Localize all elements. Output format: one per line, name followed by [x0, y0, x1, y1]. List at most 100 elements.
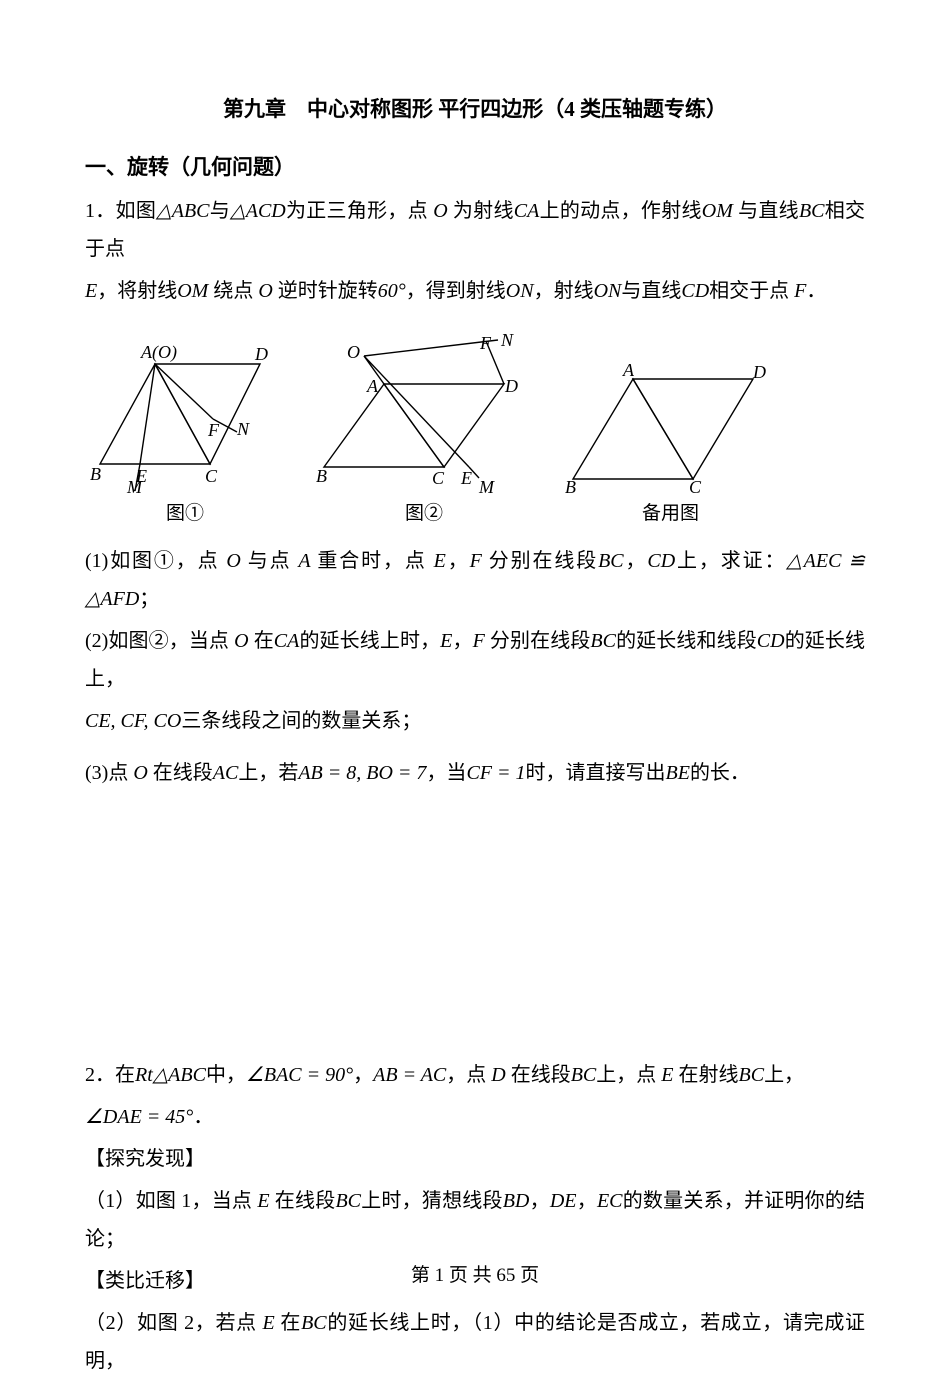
text: 上时，猜想线段 — [361, 1190, 503, 1212]
lbl-O: O — [347, 342, 360, 362]
lbl-N: N — [500, 332, 514, 350]
var: BC — [590, 630, 616, 652]
var: O — [234, 630, 248, 652]
text: ， — [452, 630, 472, 652]
text: （2）如图 2，若点 — [85, 1312, 263, 1334]
text: ， — [446, 550, 470, 572]
text: 与点 — [241, 550, 298, 572]
var: E — [440, 630, 452, 652]
text: ． — [193, 1106, 213, 1128]
var: D — [491, 1064, 505, 1086]
spacer — [85, 796, 865, 1056]
math: △ABC — [156, 200, 209, 222]
text: 为射线 — [448, 200, 514, 222]
var: CA — [274, 630, 300, 652]
lbl-F: F — [479, 333, 492, 353]
text: ， — [577, 1190, 597, 1212]
var-CA: CA — [514, 200, 540, 222]
footer-c: 页 — [515, 1265, 539, 1286]
lbl-M: M — [478, 477, 495, 494]
text: 上的动点，作射线 — [539, 200, 701, 222]
var: DE — [550, 1190, 577, 1212]
var: E — [263, 1312, 275, 1334]
q2-h1: 【探究发现】 — [85, 1140, 865, 1178]
text: 分别在线段 — [485, 630, 591, 652]
text: 相交于点 — [709, 280, 794, 302]
lbl-D: D — [254, 344, 268, 364]
text: 的长． — [690, 762, 750, 784]
var: BC — [739, 1064, 765, 1086]
text: 在 — [275, 1312, 301, 1334]
figure-3-svg: A D B C — [563, 364, 778, 494]
lbl-B: B — [90, 464, 101, 484]
math-ang: ∠BAC = 90° — [246, 1064, 353, 1086]
figure-3-caption: 备用图 — [642, 496, 699, 532]
var: AC — [213, 762, 239, 784]
page-root: 第九章 中心对称图形 平行四边形（4 类压轴题专练） 一、旋转（几何问题） 1．… — [0, 0, 950, 1344]
text: ， — [529, 1190, 549, 1212]
q1-line1: 1．如图△ABC与△ACD为正三角形，点 O 为射线CA上的动点，作射线OM 与… — [85, 192, 865, 268]
var-ON: ON — [594, 280, 622, 302]
text: 为正三角形，点 — [286, 200, 433, 222]
text: (3)点 — [85, 762, 133, 784]
text: 中， — [206, 1064, 246, 1086]
lbl-C: C — [432, 468, 445, 488]
var: CD — [757, 630, 785, 652]
var: EC — [597, 1190, 623, 1212]
text: ，点 — [446, 1064, 491, 1086]
text: 上，若 — [238, 762, 298, 784]
lbl-D: D — [752, 364, 766, 382]
text: 分别在线段 — [482, 550, 598, 572]
lbl-A: A(O) — [140, 342, 177, 363]
math-eq: AB = AC — [373, 1064, 446, 1086]
text: ，将射线 — [97, 280, 177, 302]
footer-b: 页 共 — [444, 1265, 496, 1286]
var-BC: BC — [799, 200, 825, 222]
math-rt: Rt△ABC — [135, 1064, 206, 1086]
lbl-A: A — [366, 376, 379, 396]
var-ON: ON — [506, 280, 534, 302]
math-eq: AB = 8, BO = 7 — [298, 762, 426, 784]
text: 与 — [210, 200, 231, 222]
text: ，当 — [426, 762, 466, 784]
q2-p2: （2）如图 2，若点 E 在BC的延长线上时，（1）中的结论是否成立，若成立，请… — [85, 1304, 865, 1380]
var-F: F — [794, 280, 806, 302]
math-ang: ∠DAE = 45° — [85, 1106, 193, 1128]
page-footer: 第 1 页 共 65 页 — [0, 1258, 950, 1294]
text: 时，请直接写出 — [526, 762, 666, 784]
var: BC — [335, 1190, 361, 1212]
text: ； — [139, 588, 159, 610]
figure-1-svg: A(O) D B E C F N M — [85, 334, 285, 494]
figure-row: A(O) D B E C F N M 图① — [85, 332, 865, 532]
text: 上，求证： — [675, 550, 786, 572]
figure-1: A(O) D B E C F N M 图① — [85, 334, 285, 532]
text: 绕点 — [208, 280, 258, 302]
figure-3: A D B C 备用图 — [563, 364, 778, 532]
math-cf: CF = 1 — [466, 762, 525, 784]
q1-p2: (2)如图②，当点 O 在CA的延长线上时，E，F 分别在线段BC的延长线和线段… — [85, 622, 865, 698]
q1-line2: E，将射线OM 绕点 O 逆时针旋转60°，得到射线ON，射线ON与直线CD相交… — [85, 272, 865, 310]
var-CD: CD — [681, 280, 709, 302]
var-O: O — [433, 200, 447, 222]
var-O: O — [258, 280, 272, 302]
var: O — [226, 550, 240, 572]
lbl-F: F — [207, 420, 220, 440]
text: 与直线 — [733, 200, 799, 222]
text: 的延长线上时， — [299, 630, 440, 652]
text: ， — [353, 1064, 373, 1086]
text: 在线段 — [148, 762, 213, 784]
var-OM: OM — [177, 280, 208, 302]
text: 2．在 — [85, 1064, 135, 1086]
figure-2: O A D B C E F N M 图② — [309, 332, 539, 532]
text: (1)如图①，点 — [85, 550, 226, 572]
lbl-E: E — [460, 468, 472, 488]
text: 在线段 — [270, 1190, 336, 1212]
lbl-B: B — [565, 477, 576, 494]
footer-total: 65 — [496, 1265, 515, 1286]
text: 与直线 — [621, 280, 681, 302]
math-segs: CE, CF, CO — [85, 710, 181, 732]
var-OM: OM — [702, 200, 733, 222]
var: A — [298, 550, 310, 572]
var: BE — [666, 762, 690, 784]
lbl-M: M — [126, 477, 143, 494]
